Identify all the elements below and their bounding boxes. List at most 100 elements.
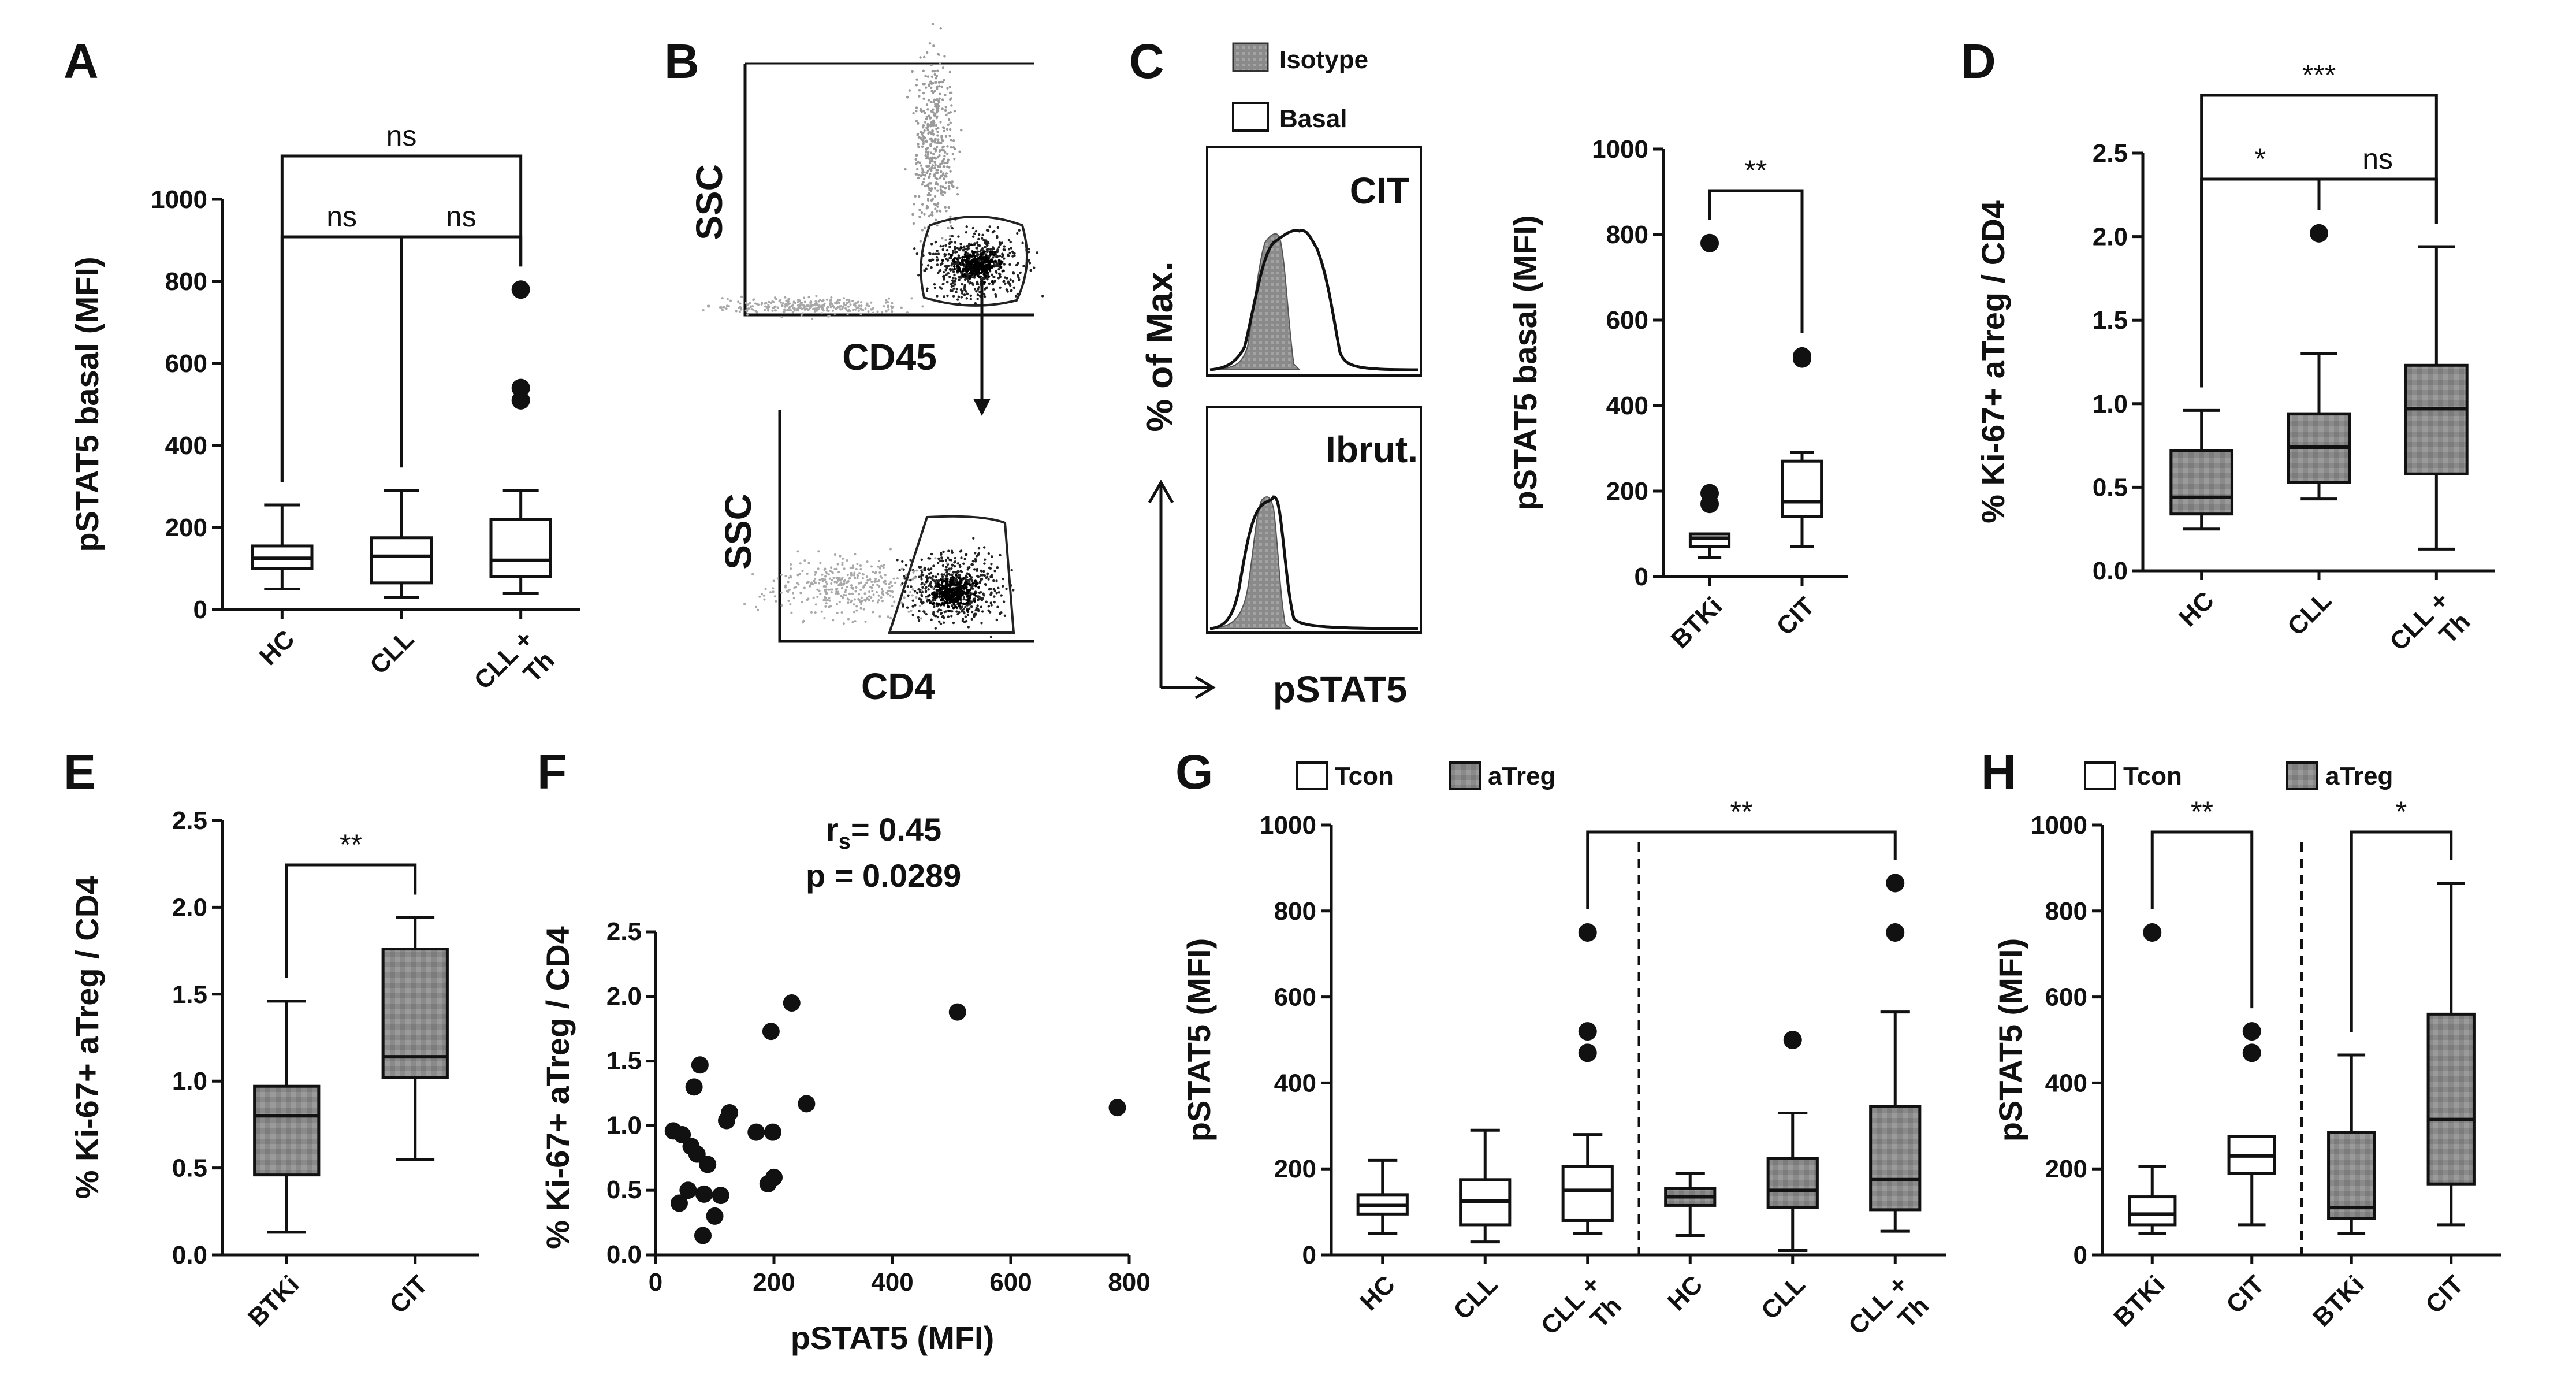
flow-event-dot <box>941 107 944 110</box>
flow-event-dot <box>958 577 961 580</box>
chart-a-xtick-label: HC <box>254 625 300 671</box>
flow-event-dot <box>861 573 864 575</box>
flow-event-dot <box>787 576 790 579</box>
chart-c-ytick-label: 800 <box>1606 221 1648 249</box>
flow-event-dot <box>969 583 971 586</box>
flow-event-dot <box>721 297 724 300</box>
flow-event-dot <box>997 591 1000 594</box>
histogram-ibrut-isotype-curve <box>1209 496 1293 629</box>
flow-event-dot <box>791 311 794 314</box>
flow-event-dot <box>944 569 947 571</box>
flow-event-dot <box>766 307 769 310</box>
flow-event-dot <box>935 110 939 113</box>
flow-event-dot <box>819 562 822 564</box>
chart-h-ytick-label: 600 <box>2045 983 2087 1012</box>
flow-event-dot <box>859 588 862 591</box>
flow-event-dot <box>778 299 781 302</box>
flow-event-dot <box>970 243 973 247</box>
flow-event-dot <box>995 255 998 258</box>
chart-g-outlier <box>1578 1043 1597 1062</box>
flow-event-dot <box>848 309 851 312</box>
flow-event-dot <box>955 257 959 261</box>
flow-event-dot <box>944 253 947 256</box>
flow-event-dot <box>964 247 967 251</box>
flow-event-dot <box>869 578 872 581</box>
flow-event-dot <box>931 70 934 73</box>
chart-g-outlier <box>1886 874 1905 893</box>
flow-plot-cd4-axes <box>778 410 1034 643</box>
flow-event-dot <box>976 293 980 296</box>
flow-event-dot <box>1021 241 1024 244</box>
flow-event-dot <box>927 165 930 168</box>
flow-event-dot <box>833 312 836 315</box>
flow-event-dot <box>835 592 837 595</box>
flow-event-dot <box>825 570 828 573</box>
flow-event-dot <box>980 569 982 573</box>
flow-event-dot <box>928 259 931 262</box>
flow-event-dot <box>842 297 845 300</box>
flow-event-dot <box>987 578 990 581</box>
flow-event-dot <box>940 581 944 584</box>
flow-event-dot <box>740 295 743 298</box>
flow-event-dot <box>783 308 786 311</box>
flow-event-dot <box>825 298 828 301</box>
chart-e-ytick-label: 2.5 <box>172 807 207 835</box>
flow-event-dot <box>967 280 970 283</box>
flow-event-dot <box>920 164 923 167</box>
flow-event-dot <box>920 582 923 586</box>
chart-d-significance-bracket <box>2200 177 2321 388</box>
flow-event-dot <box>976 283 978 286</box>
flow-event-dot <box>740 308 743 311</box>
flow-event-dot <box>940 170 943 173</box>
flow-event-dot <box>737 300 740 303</box>
flow-event-dot <box>918 575 921 578</box>
flow-event-dot <box>931 587 934 590</box>
flow-event-dot <box>934 557 937 560</box>
flow-event-dot <box>839 581 842 584</box>
flow-event-dot <box>948 246 951 248</box>
flow-event-dot <box>815 303 818 306</box>
flow-event-dot <box>806 309 809 311</box>
flow-event-dot <box>955 605 958 609</box>
flow-event-dot <box>933 141 936 144</box>
flow-event-dot <box>1014 295 1018 298</box>
chart-e-xtick-label: CIT <box>384 1270 433 1319</box>
legend-swatch-basal <box>1232 102 1269 132</box>
flow-event-dot <box>892 306 895 309</box>
flow-event-dot <box>801 301 803 304</box>
flow-event-dot <box>919 240 922 243</box>
flow-event-dot <box>851 621 854 623</box>
flow-event-dot <box>929 101 932 103</box>
flow-event-dot <box>933 156 936 159</box>
flow-event-dot <box>954 248 956 251</box>
flow-event-dot <box>937 138 940 141</box>
flow-event-dot <box>809 303 812 306</box>
flow-event-dot <box>938 142 941 144</box>
flow-event-dot <box>768 300 770 303</box>
flow-event-dot <box>950 559 953 562</box>
chart-e-significance-bracket <box>285 863 417 978</box>
flow-event-dot <box>945 599 949 602</box>
flow-event-dot <box>952 265 956 268</box>
flow-event-dot <box>944 559 948 562</box>
flow-event-dot <box>933 593 936 597</box>
chart-f-point <box>694 1227 712 1244</box>
flow-event-dot <box>861 577 864 579</box>
flow-event-dot <box>1022 265 1025 267</box>
flow-event-dot <box>967 607 971 610</box>
chart-d-xtick-label-line: CLL <box>2282 586 2337 641</box>
flow-event-dot <box>911 588 914 591</box>
chart-e-ylabel: % Ki-67+ aTreg / CD4 <box>69 876 105 1199</box>
flow-event-dot <box>816 309 818 312</box>
flow-event-dot <box>929 151 933 154</box>
flow-event-dot <box>950 573 953 577</box>
flow-event-dot <box>854 577 857 579</box>
flow-event-dot <box>943 177 945 180</box>
chart-e-xtick-label: BTKi <box>243 1270 304 1332</box>
flow-event-dot <box>940 162 943 165</box>
flow-event-dot <box>824 585 827 588</box>
chart-a-outlier <box>511 378 530 397</box>
flow-event-dot <box>1009 284 1012 287</box>
flow-event-dot <box>956 259 960 262</box>
chart-h-significance-bracket <box>2150 830 2254 1009</box>
